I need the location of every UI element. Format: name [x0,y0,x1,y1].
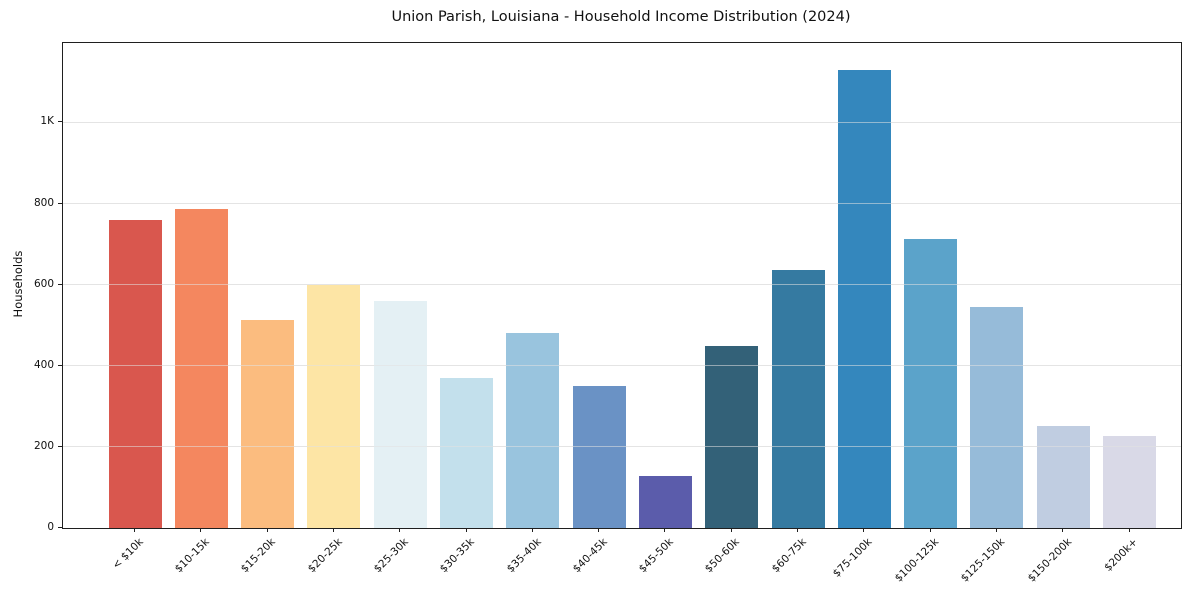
y-tick-label: 600 [33,277,54,290]
x-tick-label: < $10k [109,536,146,572]
x-tick-mark [1062,528,1064,532]
gridline [63,203,1181,205]
x-tick-label: $50-60k [703,536,743,576]
x-tick-mark [465,528,467,532]
bar-50-60k [705,346,759,528]
y-tick-label: 200 [33,439,54,452]
y-tick-mark [58,283,62,285]
y-tick-label: 800 [33,196,54,209]
x-tick-label: $10-15k [172,536,212,576]
x-tick-mark [797,528,798,532]
x-tick-label: $200k+ [1102,536,1140,574]
x-tick-label: $45-50k [636,536,676,576]
x-tick-mark [1128,528,1130,532]
gridline [63,121,1181,123]
x-tick-mark [730,528,732,532]
x-tick-mark [598,528,600,532]
bar-15-20k [241,319,295,528]
x-tick-label: $15-20k [239,536,279,576]
y-tick-label: 0 [47,521,54,533]
x-tick-mark [332,528,334,532]
x-tick-mark [134,528,135,532]
y-tick-label: 1K [40,115,54,128]
x-tick-mark [531,528,533,532]
x-tick-label: $40-45k [570,536,610,576]
gridline [63,365,1181,367]
x-tick-mark [399,528,401,532]
x-tick-label: $100-125k [892,536,942,585]
bar-25-30k [373,301,427,528]
bar-75-100k [837,69,891,528]
x-tick-label: $25-30k [371,536,411,576]
bar-10k [108,219,162,528]
x-tick-label: $30-35k [437,536,477,576]
x-tick-label: $150-200k [1025,536,1074,585]
bar-35-40k [506,333,560,528]
y-tick-mark [58,445,62,447]
chart-title: Union Parish, Louisiana - Household Inco… [391,9,851,25]
gridline [63,284,1181,286]
bar-10-15k [174,209,228,528]
x-tick-label: $75-100k [830,536,875,580]
x-tick-mark [863,528,865,532]
x-tick-label: $35-40k [504,536,544,576]
x-tick-mark [266,528,268,532]
bar-150-200k [1036,426,1090,528]
bar-125-150k [970,307,1024,528]
bar-40-45k [572,385,626,528]
bar-30-35k [440,377,493,528]
gridline [63,446,1181,448]
x-tick-label: $125-150k [958,536,1008,585]
x-tick-label: $60-75k [769,536,809,576]
bar-100-125k [904,239,958,528]
y-tick-mark [58,121,62,123]
bar-60-75k [771,269,825,528]
y-tick-mark [58,202,62,204]
bar-200k [1103,435,1156,528]
x-tick-mark [995,528,997,532]
x-tick-mark [929,528,931,532]
plot-area [62,42,1182,529]
x-tick-mark [664,528,666,532]
bar-45-50k [638,475,692,528]
y-tick-mark [58,527,62,528]
x-tick-mark [200,528,202,532]
x-tick-label: $20-25k [305,536,345,576]
y-tick-label: 400 [33,358,54,371]
y-tick-mark [58,364,62,366]
bar-20-25k [307,284,361,528]
